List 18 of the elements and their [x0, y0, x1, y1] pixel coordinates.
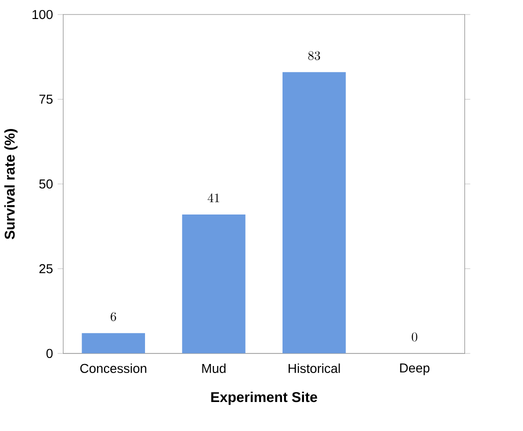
bar — [82, 333, 146, 354]
x-axis-title: Experiment Site — [211, 392, 318, 405]
data-label: 0 — [412, 332, 418, 342]
bar — [182, 214, 246, 354]
bar — [282, 72, 346, 354]
x-tick-label: Deep — [400, 364, 430, 376]
data-label: 6 — [110, 312, 116, 322]
x-tick-label: Concession — [80, 364, 146, 374]
y-tick-label: 50 — [39, 179, 53, 189]
x-tick-label: Historical — [288, 364, 340, 374]
y-tick-label: 100 — [32, 10, 53, 20]
data-label: 41 — [208, 193, 220, 202]
y-tick-label: 25 — [39, 264, 53, 274]
y-axis-title: Survival rate (%) — [4, 129, 18, 240]
y-tick-label: 0 — [46, 348, 53, 358]
x-tick-label: Mud — [202, 364, 226, 374]
y-tick-label: 75 — [39, 94, 53, 104]
data-label: 83 — [308, 51, 320, 60]
